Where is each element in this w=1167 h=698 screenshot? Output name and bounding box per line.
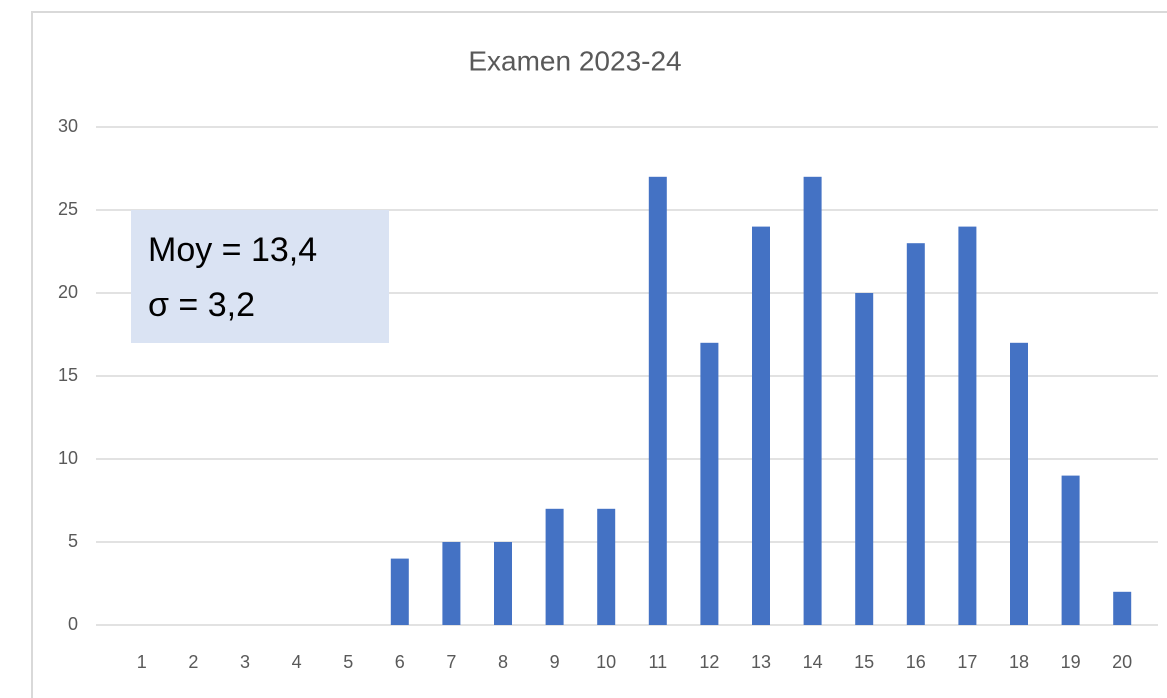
bar (906, 243, 925, 625)
x-tick-label: 3 (240, 652, 250, 672)
x-tick-label: 4 (292, 652, 302, 672)
bar (1113, 591, 1132, 625)
x-tick-label: 18 (1009, 652, 1029, 672)
x-tick-label: 10 (596, 652, 616, 672)
annotation: σ = 3,2 (148, 286, 255, 324)
y-tick-label: 5 (68, 531, 78, 551)
bar (855, 293, 874, 625)
bar (1061, 475, 1080, 625)
y-tick-label: 10 (58, 448, 78, 468)
x-tick-label: 17 (957, 652, 977, 672)
bar (442, 542, 461, 625)
bar (545, 508, 564, 625)
annotation-box (131, 210, 389, 343)
bar (390, 558, 409, 625)
x-tick-label: 2 (188, 652, 198, 672)
annotation: Moy = 13,4 (148, 231, 317, 269)
x-tick-label: 16 (906, 652, 926, 672)
x-tick-label: 19 (1061, 652, 1081, 672)
x-tick-label: 14 (803, 652, 823, 672)
chart-title: Examen 2023-24 (468, 45, 681, 76)
x-tick-label: 20 (1112, 652, 1132, 672)
x-tick-label: 6 (395, 652, 405, 672)
bar (597, 508, 616, 625)
y-tick-label: 25 (58, 199, 78, 219)
x-tick-label: 15 (854, 652, 874, 672)
bar (648, 176, 667, 626)
x-tick-label: 9 (550, 652, 560, 672)
y-tick-label: 20 (58, 282, 78, 302)
bar (494, 542, 512, 625)
bar (752, 226, 770, 625)
bar (803, 176, 822, 626)
x-tick-label: 11 (648, 652, 667, 672)
x-tick-label: 13 (751, 652, 771, 672)
x-tick-label: 7 (446, 652, 456, 672)
bar (700, 342, 719, 625)
y-tick-label: 0 (68, 614, 78, 634)
x-tick-label: 5 (343, 652, 353, 672)
bar (1010, 342, 1028, 625)
bar (958, 226, 977, 625)
x-tick-label: 12 (699, 652, 719, 672)
x-tick-label: 1 (137, 652, 147, 672)
x-tick-label: 8 (498, 652, 508, 672)
y-tick-label: 30 (58, 116, 78, 136)
y-tick-label: 15 (58, 365, 78, 385)
